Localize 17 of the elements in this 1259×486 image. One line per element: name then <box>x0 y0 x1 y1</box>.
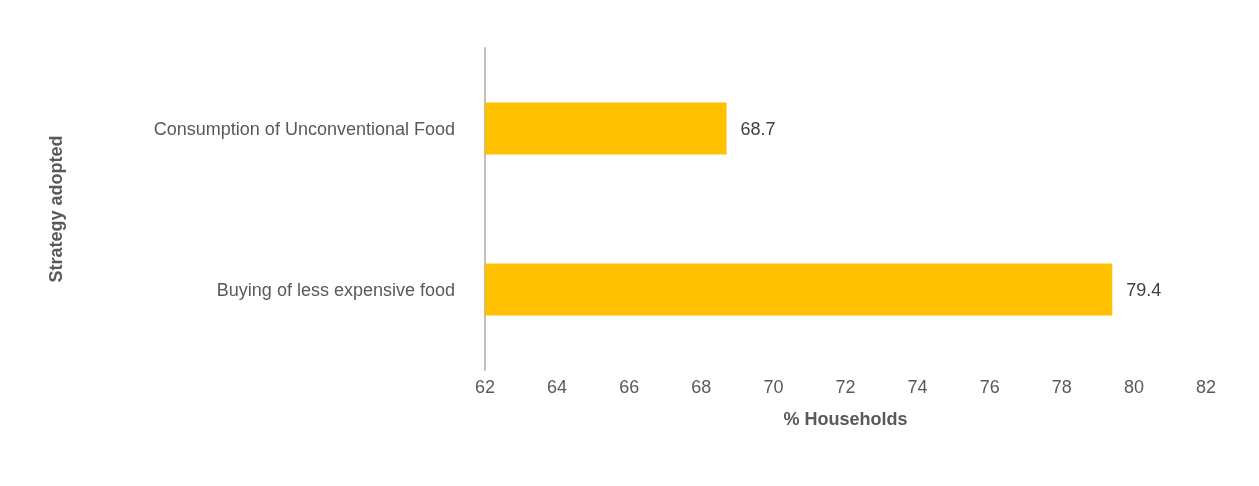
data-label: 79.4 <box>1126 279 1162 300</box>
x-tick-label: 66 <box>619 377 640 397</box>
x-tick-label: 80 <box>1123 377 1144 397</box>
x-tick-label: 72 <box>835 377 856 397</box>
x-tick-label: 76 <box>979 377 1000 397</box>
x-tick-label: 64 <box>547 377 568 397</box>
x-tick-label: 62 <box>474 377 496 397</box>
x-tick-label: 82 <box>1195 377 1217 397</box>
x-axis-title: % Households <box>783 409 908 429</box>
y-tick-label: Buying of less expensive food <box>216 279 455 300</box>
x-tick-label: 78 <box>1051 377 1072 397</box>
data-label: 68.7 <box>740 118 776 139</box>
x-tick-label: 74 <box>907 377 928 397</box>
y-tick-label: Consumption of Unconventional Food <box>153 118 455 139</box>
x-tick-label: 68 <box>691 377 712 397</box>
x-tick-label: 70 <box>763 377 784 397</box>
y-axis-title: Strategy adopted <box>46 135 66 283</box>
